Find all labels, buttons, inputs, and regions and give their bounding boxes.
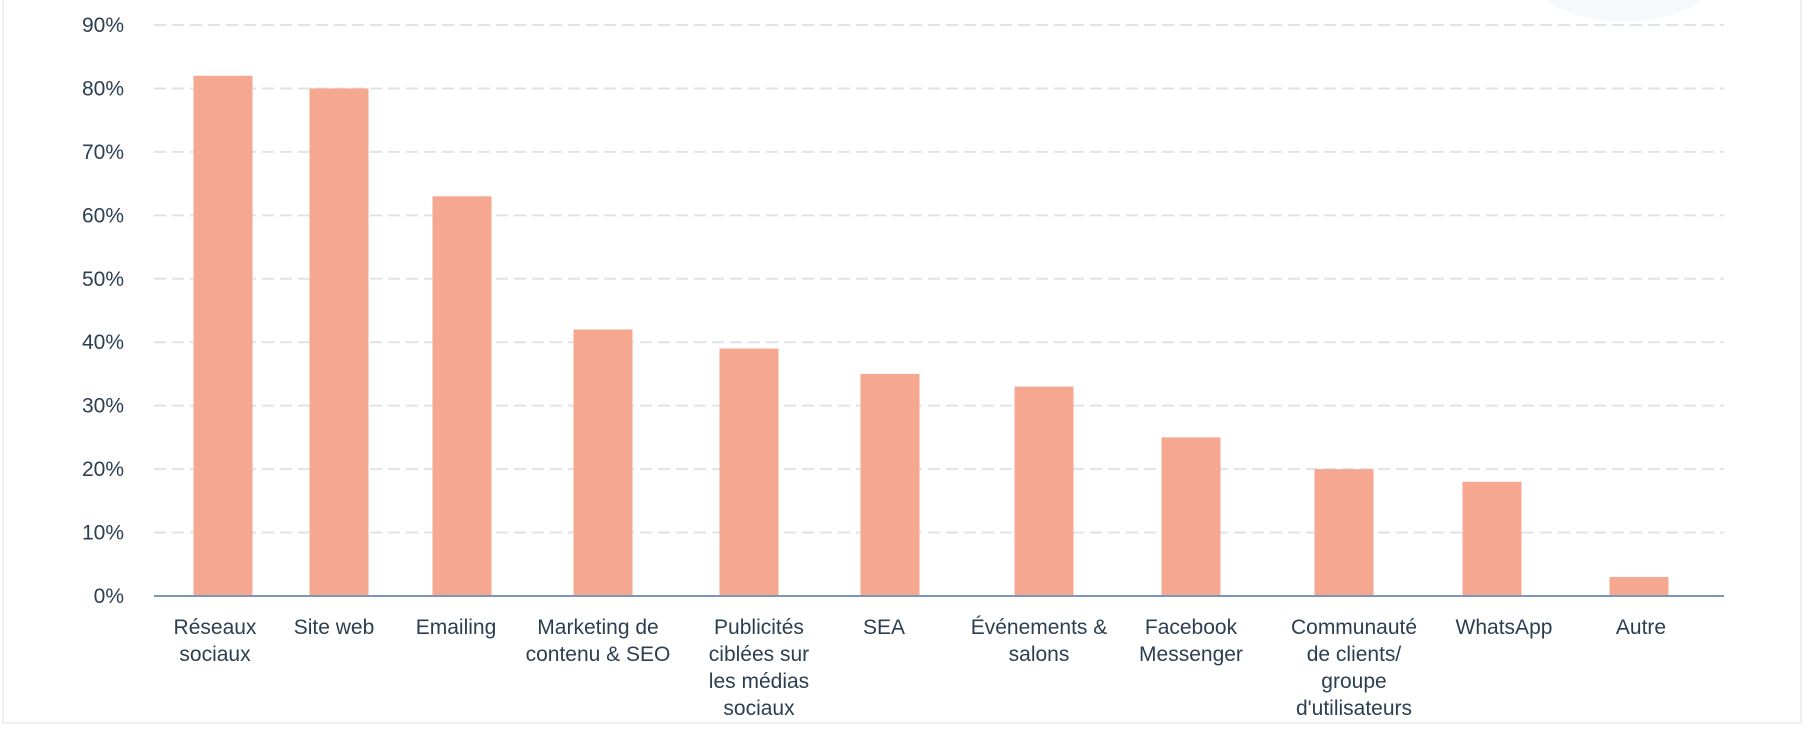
x-category-label: SEA (863, 616, 905, 639)
x-category-label: Publicités ciblées sur les médias sociaux (709, 616, 809, 720)
y-tick-label: 20% (82, 458, 124, 481)
bar (860, 373, 920, 596)
chart-card: 0% 10% 20% 30% 40% 50% 60% 70% 80% 90% Réseaux soc… (2, 0, 1802, 724)
x-category-label: Autre (1616, 616, 1666, 639)
bar (309, 88, 369, 596)
bar (193, 75, 253, 596)
y-tick-label: 80% (82, 77, 124, 100)
y-tick-label: 30% (82, 395, 124, 418)
y-tick-label: 10% (82, 522, 124, 545)
bar (1462, 481, 1522, 596)
x-axis-categories: Réseaux sociaux Site web Emailing Marketing … (174, 616, 1667, 720)
x-category-label: WhatsApp (1456, 616, 1553, 639)
bar (432, 196, 492, 597)
y-tick-label: 40% (82, 331, 124, 354)
y-axis-ticks: 0% 10% 20% 30% 40% 50% 60% 70% 80% 90% (82, 14, 124, 608)
grid-lines (154, 24, 1724, 534)
bar (1014, 386, 1074, 596)
x-category-label: Communauté de clients/groupe d'utilisateur… (1291, 616, 1417, 720)
bar (573, 329, 633, 596)
x-category-label: Réseaux sociaux (174, 616, 257, 666)
x-category-label: Marketing de contenu & SEO (526, 616, 671, 666)
x-category-label: Emailing (416, 616, 497, 639)
bar (1609, 576, 1669, 596)
x-category-label: Événements & salons (971, 616, 1108, 666)
bar-chart: 0% 10% 20% 30% 40% 50% 60% 70% 80% 90% Réseaux soc… (82, 14, 1724, 720)
y-tick-label: 50% (82, 268, 124, 291)
y-tick-label: 70% (82, 141, 124, 164)
y-tick-label: 90% (82, 14, 124, 37)
bar (1314, 469, 1374, 596)
bar (1161, 437, 1221, 596)
y-tick-label: 60% (82, 204, 124, 227)
bar (719, 348, 779, 596)
bars (193, 75, 1669, 597)
y-tick-label: 0% (94, 585, 124, 608)
x-category-label: Site web (294, 616, 375, 639)
x-category-label: Facebook Messenger (1139, 616, 1243, 666)
